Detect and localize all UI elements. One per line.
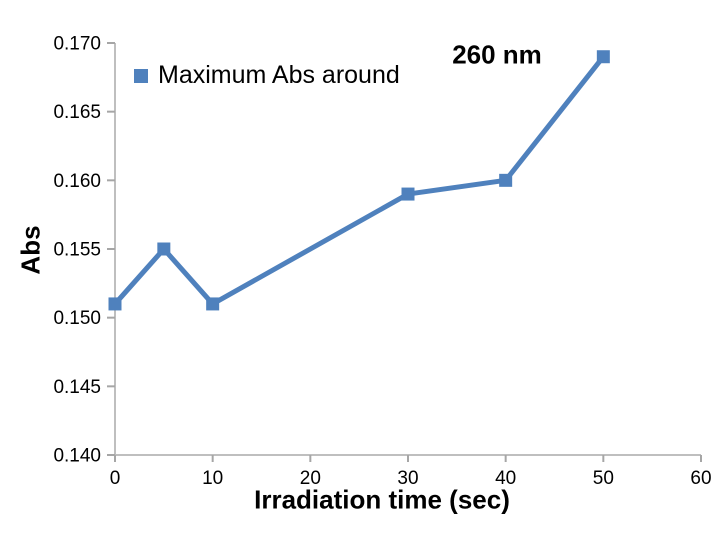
annotation-wavelength: 260 nm xyxy=(452,39,542,70)
x-axis-title: Irradiation time (sec) xyxy=(254,484,510,515)
data-point-marker xyxy=(206,297,220,311)
x-tick-label: 30 xyxy=(397,468,418,489)
x-tick-label: 60 xyxy=(690,468,711,489)
legend-series-label: Maximum Abs around xyxy=(158,61,400,89)
data-point-marker xyxy=(596,50,610,64)
y-tick-label: 0.155 xyxy=(53,240,101,261)
y-tick-label: 0.140 xyxy=(53,446,101,467)
data-point-marker xyxy=(401,187,415,201)
y-tick-label: 0.150 xyxy=(53,308,101,329)
data-point-marker xyxy=(157,242,171,256)
y-axis-title: Abs xyxy=(15,225,46,275)
x-tick-label: 50 xyxy=(593,468,614,489)
x-tick-label: 0 xyxy=(110,468,121,489)
legend-square-marker-icon xyxy=(134,68,148,83)
y-tick-label: 0.145 xyxy=(53,377,101,398)
x-tick-label: 20 xyxy=(300,468,321,489)
series-line xyxy=(112,54,606,307)
x-tick-label: 40 xyxy=(495,468,516,489)
y-tick-label: 0.160 xyxy=(53,171,101,192)
data-point-marker xyxy=(499,173,513,187)
data-point-marker xyxy=(108,297,122,311)
y-tick-label: 0.170 xyxy=(53,34,101,55)
x-tick-label: 10 xyxy=(202,468,223,489)
y-tick-label: 0.165 xyxy=(53,102,101,123)
legend: Maximum Abs around xyxy=(134,61,400,90)
